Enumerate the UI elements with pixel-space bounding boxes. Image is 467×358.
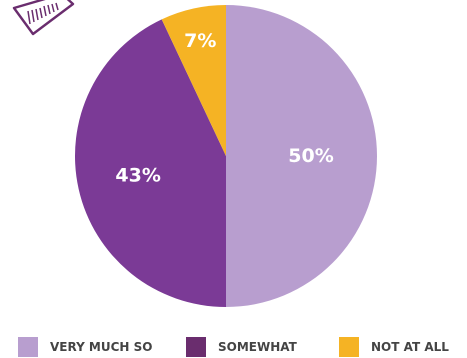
pie-slice-labels: 50% 43% 7% (115, 30, 333, 187)
striped-graphic-icon (12, 0, 75, 36)
legend-item-somewhat: SOMEWHAT (186, 336, 297, 358)
pie-slice-somewhat (74, 19, 227, 307)
pie-slice-label-very-much-so: 50% (288, 145, 333, 167)
legend-label-very-much-so: VERY MUCH SO (50, 340, 153, 354)
legend-swatch-somewhat (186, 337, 206, 357)
legend-item-not-at-all: NOT AT ALL (339, 336, 449, 358)
pie-slice-not-at-all (161, 5, 226, 156)
legend-item-very-much-so: VERY MUCH SO (18, 336, 153, 358)
pie-slice-label-not-at-all: 7% (184, 30, 216, 52)
legend-swatch-not-at-all (339, 337, 359, 357)
pie-slice-label-somewhat: 43% (115, 165, 160, 187)
legend-label-not-at-all: NOT AT ALL (371, 340, 449, 354)
legend: VERY MUCH SO SOMEWHAT NOT AT ALL (0, 336, 467, 358)
legend-swatch-very-much-so (18, 337, 38, 357)
pie-slice-very-much-so (226, 5, 377, 307)
pie-slices (74, 5, 377, 307)
legend-label-somewhat: SOMEWHAT (218, 340, 297, 354)
